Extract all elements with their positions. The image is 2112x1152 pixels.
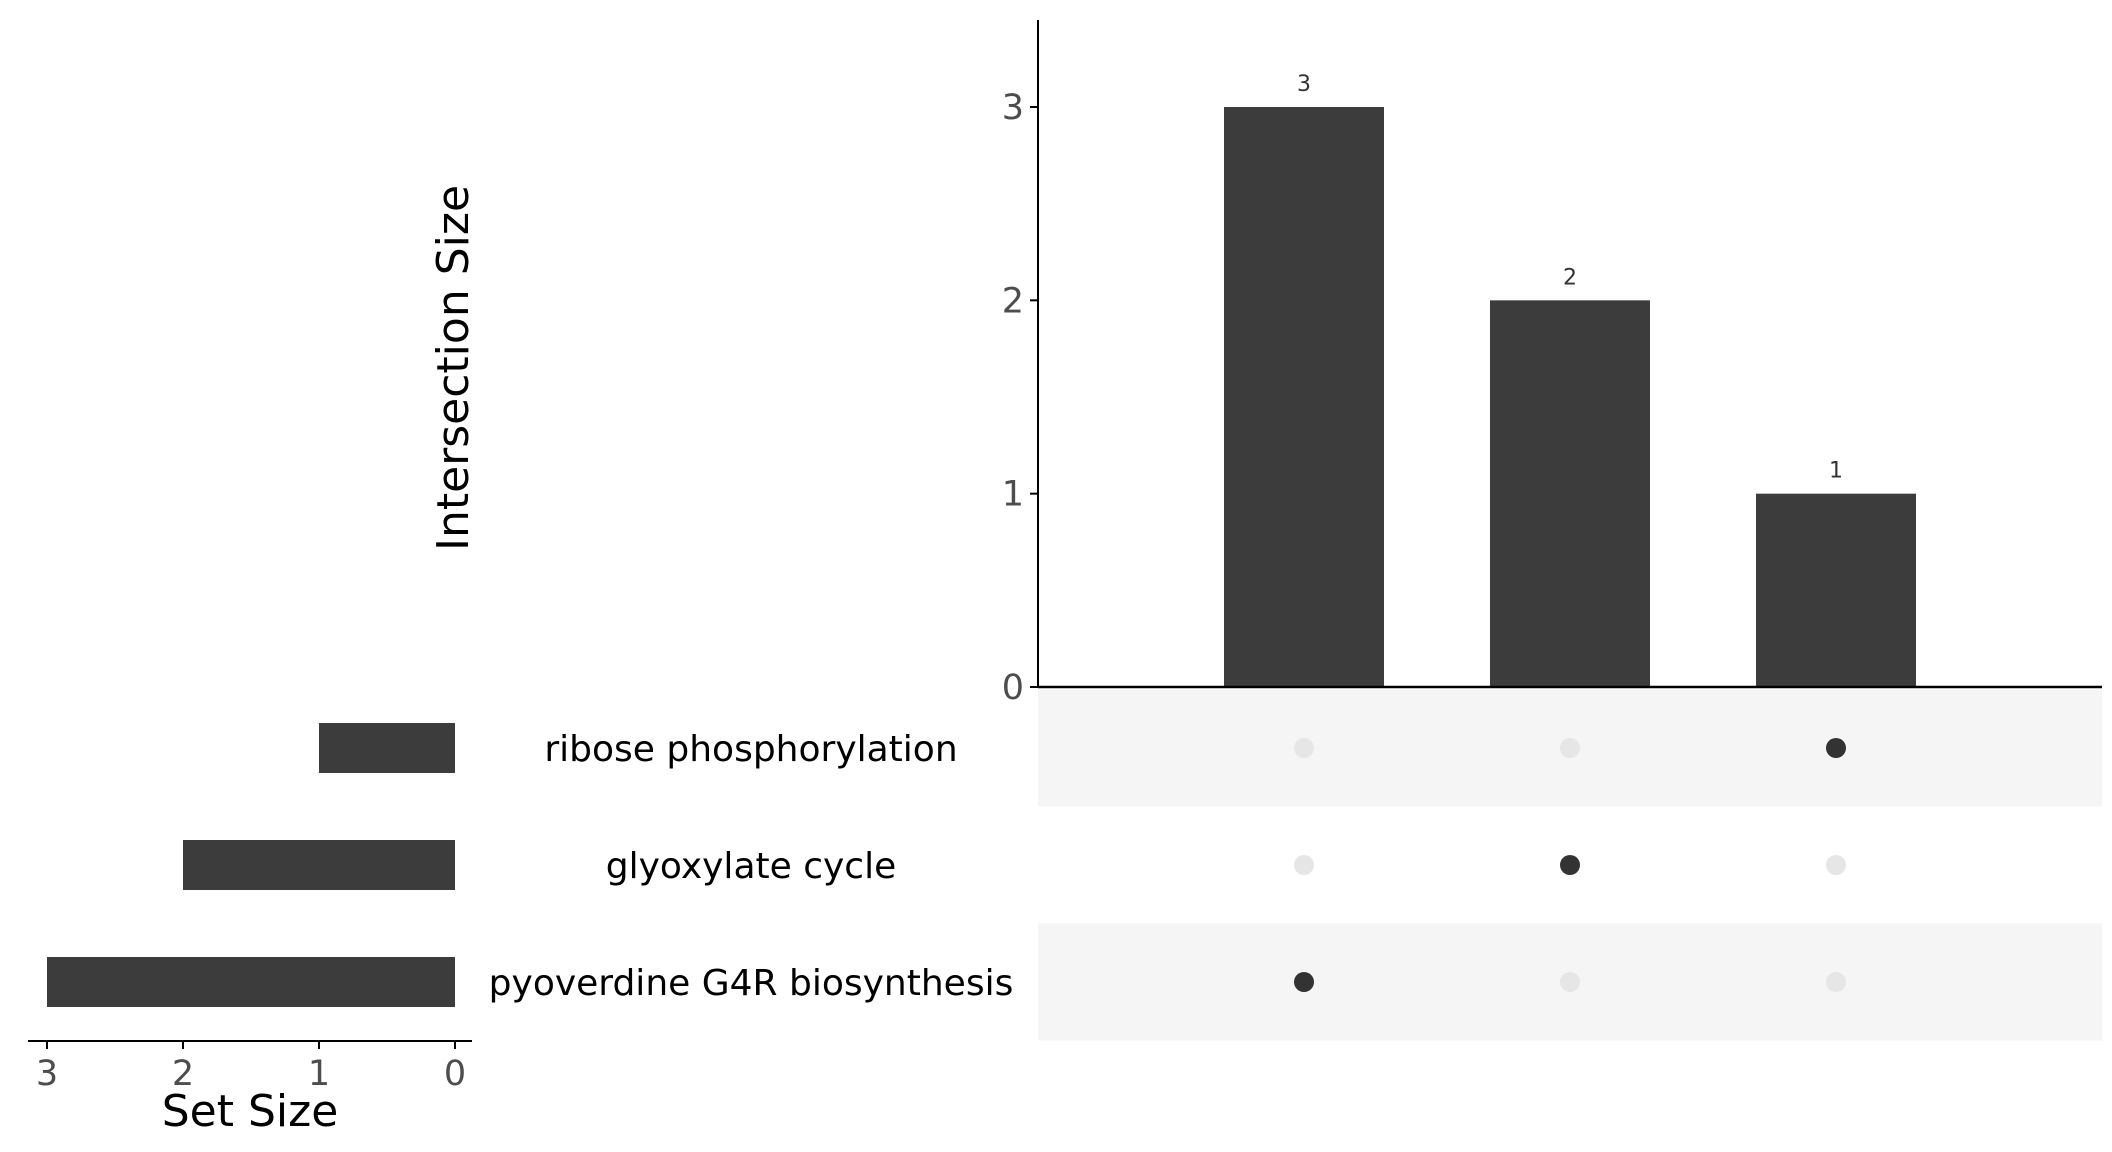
intersection-bar-3 bbox=[1756, 493, 1916, 687]
y-tick-label-2: 2 bbox=[1002, 281, 1024, 321]
set-tick-label-2: 2 bbox=[172, 1054, 194, 1094]
intersection-bar-label-2: 2 bbox=[1563, 265, 1577, 290]
set-size-bar-1 bbox=[319, 723, 455, 773]
matrix-dot-3-1-active bbox=[1826, 738, 1846, 758]
y-tick-label-1: 1 bbox=[1002, 475, 1024, 515]
matrix-dots bbox=[1294, 738, 1846, 992]
matrix-dot-3-2-inactive bbox=[1826, 855, 1846, 875]
set-size-title: Set Size bbox=[162, 1086, 339, 1137]
matrix-dot-2-1-inactive bbox=[1560, 738, 1580, 758]
set-label-2: glyoxylate cycle bbox=[606, 846, 897, 887]
y-tick-label-3: 3 bbox=[1002, 88, 1024, 128]
matrix-dot-3-3-inactive bbox=[1826, 972, 1846, 992]
set-tick-label-0: 0 bbox=[444, 1054, 466, 1094]
intersection-bars bbox=[1224, 107, 1916, 687]
set-label-1: ribose phosphorylation bbox=[544, 729, 957, 770]
set-size-ticks: 3 2 1 0 bbox=[36, 1041, 466, 1094]
matrix-dot-2-2-active bbox=[1560, 855, 1580, 875]
set-tick-label-3: 3 bbox=[36, 1054, 58, 1094]
set-label-3: pyoverdine G4R biosynthesis bbox=[489, 963, 1014, 1004]
matrix-dot-2-3-inactive bbox=[1560, 972, 1580, 992]
y-tick-label-0: 0 bbox=[1002, 668, 1024, 708]
intersection-y-ticks: 0 1 2 3 bbox=[1002, 88, 1038, 708]
set-tick-label-1: 1 bbox=[308, 1054, 330, 1094]
intersection-bar-2 bbox=[1490, 300, 1650, 687]
matrix-dot-1-3-active bbox=[1294, 972, 1314, 992]
set-size-bar-3 bbox=[47, 957, 455, 1007]
set-labels: ribose phosphorylation glyoxylate cycle py… bbox=[489, 729, 1014, 1004]
intersection-bar-1 bbox=[1224, 107, 1384, 687]
set-size-bar-2 bbox=[183, 840, 455, 890]
intersection-bar-label-3: 1 bbox=[1829, 459, 1843, 484]
intersection-size-title: Intersection Size bbox=[428, 185, 479, 551]
intersection-bar-labels: 3 2 1 bbox=[1297, 72, 1843, 484]
set-size-bars bbox=[47, 723, 455, 1007]
matrix-dot-1-1-inactive bbox=[1294, 738, 1314, 758]
matrix-dot-1-2-inactive bbox=[1294, 855, 1314, 875]
intersection-bar-label-1: 3 bbox=[1297, 72, 1311, 97]
